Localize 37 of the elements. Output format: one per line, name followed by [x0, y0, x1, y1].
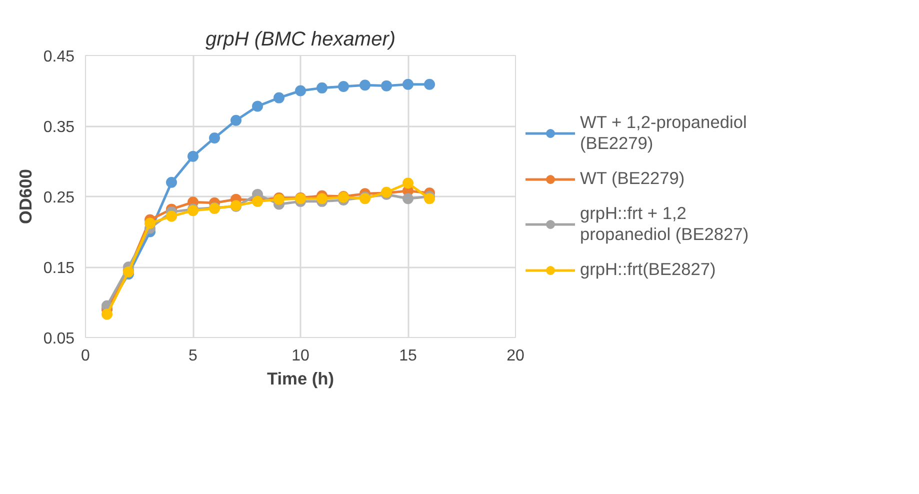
point: [274, 92, 284, 104]
legend-label: grpH::frt + 1,2 propanediol (BE2827): [580, 203, 749, 245]
x-tick-label: 20: [506, 348, 524, 364]
point: [295, 85, 306, 96]
point: [424, 193, 435, 204]
point: [144, 218, 156, 229]
x-tick-label: 0: [81, 348, 90, 364]
x-axis-title: Time (h): [266, 368, 334, 388]
point: [166, 176, 177, 188]
point: [316, 193, 328, 204]
point: [252, 100, 263, 112]
legend-label: WT (BE2279): [580, 168, 685, 189]
legend-label: WT + 1,2-propanediol (BE2279): [580, 112, 747, 154]
point: [402, 193, 414, 204]
point: [166, 210, 177, 222]
point: [316, 82, 328, 94]
point: [424, 78, 435, 90]
y-tick-label: 0.35: [43, 119, 75, 136]
point: [230, 114, 242, 126]
x-tick-label: 10: [292, 348, 310, 364]
point: [402, 178, 414, 189]
point: [338, 81, 349, 92]
legend-label: grpH::frt(BE2827): [580, 259, 716, 280]
point: [381, 80, 392, 92]
x-tick-label: 5: [188, 348, 198, 364]
x-tick-label: 15: [399, 348, 417, 364]
point: [209, 132, 220, 144]
chart-title: grpH (BMC hexamer): [205, 28, 396, 50]
y-axis-title: OD600: [15, 169, 36, 224]
y-tick-label: 0.45: [43, 48, 75, 66]
point: [360, 80, 370, 91]
y-tick-label: 0.15: [43, 260, 75, 277]
point: [188, 150, 198, 162]
point: [102, 308, 112, 320]
y-tick-label: 0.05: [43, 330, 75, 348]
y-tick-label: 0.25: [43, 190, 75, 206]
point: [402, 78, 414, 90]
